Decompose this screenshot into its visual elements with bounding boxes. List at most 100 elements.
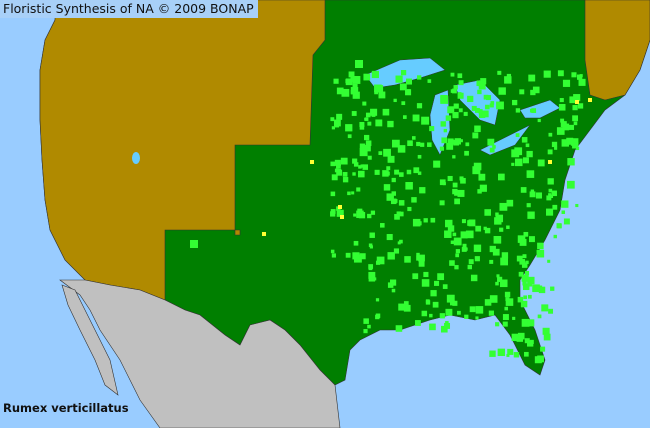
county-marker-present [477,189,482,194]
county-marker-present [470,274,478,282]
county-marker-present [330,249,335,254]
county-marker-present [513,352,520,358]
county-marker-present [423,218,428,223]
county-marker-present [433,160,441,168]
county-marker-present [449,296,455,302]
county-marker-present [190,240,198,248]
county-marker-present [475,306,484,314]
county-marker-present [359,125,365,130]
county-marker-present [549,194,554,199]
county-marker-present [537,159,545,167]
county-marker-present [330,211,336,217]
county-marker-present [401,101,406,106]
county-marker-present [537,242,544,250]
county-marker-present [432,301,439,308]
county-marker-present [394,214,400,220]
county-marker-present [558,104,566,111]
county-marker-present [453,103,459,109]
county-marker-present [411,136,416,140]
county-marker-present [445,115,452,121]
county-marker-present [515,108,521,113]
county-marker-present [551,141,558,148]
county-marker-present [464,247,468,251]
county-marker-present [364,134,370,141]
county-marker-present [497,276,503,282]
county-marker-noted [548,160,552,164]
county-marker-present [505,297,510,302]
county-marker-present [368,243,373,248]
county-marker-present [363,73,371,81]
county-marker-present [578,78,586,86]
county-marker-present [391,191,397,196]
county-marker-present [568,124,575,130]
county-marker-present [514,158,523,167]
county-marker-present [421,116,430,125]
county-marker-present [477,89,482,95]
county-marker-present [484,209,491,216]
county-marker-present [367,213,372,219]
county-marker-noted [575,100,579,104]
county-marker-present [392,139,400,148]
county-marker-present [360,150,367,156]
county-marker-present [367,155,372,160]
county-marker-present [478,109,483,114]
county-marker-present [444,230,452,238]
county-marker-present [450,89,455,93]
county-marker-present [365,140,372,147]
county-marker-present [525,143,530,148]
county-marker-present [485,104,490,110]
county-marker-present [522,281,527,286]
county-marker-present [554,146,558,150]
county-marker-present [439,146,445,151]
county-marker-present [423,271,429,278]
county-marker-present [375,119,383,127]
county-marker-present [445,308,453,316]
county-marker-present [352,83,358,89]
county-marker-present [353,240,359,246]
county-marker-present [358,170,365,178]
county-marker-present [334,159,341,166]
county-marker-present [394,169,400,175]
county-marker-present [502,321,508,327]
county-marker-present [395,75,403,83]
county-marker-present [494,217,502,225]
county-marker-present [547,149,553,155]
county-marker-present [507,348,514,355]
county-marker-present [493,235,502,244]
county-marker-present [547,178,554,185]
county-marker-present [561,200,569,208]
county-marker-present [492,248,500,256]
county-marker-present [333,78,339,84]
county-marker-present [397,145,406,153]
county-marker-present [527,276,535,285]
county-marker-present [521,137,528,143]
county-marker-present [536,249,545,258]
county-marker-present [406,169,412,175]
county-marker-present [479,184,487,192]
county-marker-present [512,99,518,106]
county-marker-present [417,75,422,80]
county-marker-present [561,210,566,214]
county-marker-present [421,310,428,317]
county-marker-present [375,314,380,320]
county-marker-present [548,193,552,197]
county-marker-present [455,249,460,254]
county-marker-present [359,253,366,260]
county-marker-present [367,121,372,126]
county-marker-present [511,149,520,158]
county-marker-present [386,234,393,241]
county-marker-present [453,237,462,246]
county-marker-present [570,138,579,146]
county-marker-present [447,106,455,114]
county-marker-present [546,195,552,201]
county-marker-present [495,212,499,216]
county-marker-present [516,255,523,262]
county-marker-present [505,298,514,306]
county-marker-present [385,171,390,176]
county-marker-present [532,86,540,94]
county-marker-present [406,78,413,85]
county-marker-present [330,161,336,167]
county-marker-present [529,191,536,198]
county-marker-present [465,230,474,239]
county-marker-present [527,340,534,347]
